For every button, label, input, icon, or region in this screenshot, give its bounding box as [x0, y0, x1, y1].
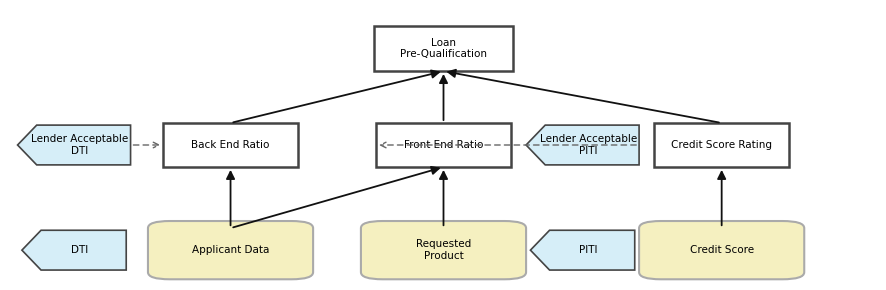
Text: Credit Score: Credit Score — [688, 245, 753, 255]
FancyBboxPatch shape — [163, 123, 298, 167]
Text: PITI: PITI — [579, 245, 597, 255]
Text: Requested
Product: Requested Product — [416, 239, 470, 261]
FancyBboxPatch shape — [374, 26, 512, 71]
Polygon shape — [525, 125, 638, 165]
Text: Applicant Data: Applicant Data — [191, 245, 269, 255]
Text: Back End Ratio: Back End Ratio — [191, 140, 269, 150]
Polygon shape — [530, 230, 634, 270]
Text: DTI: DTI — [71, 245, 89, 255]
FancyBboxPatch shape — [654, 123, 789, 167]
Polygon shape — [22, 230, 126, 270]
Text: Loan
Pre-Qualification: Loan Pre-Qualification — [400, 38, 486, 59]
Polygon shape — [18, 125, 130, 165]
FancyBboxPatch shape — [638, 221, 804, 279]
Text: Lender Acceptable
PITI: Lender Acceptable PITI — [539, 134, 636, 156]
Text: Lender Acceptable
DTI: Lender Acceptable DTI — [31, 134, 128, 156]
FancyBboxPatch shape — [376, 123, 510, 167]
FancyBboxPatch shape — [361, 221, 525, 279]
Text: Credit Score Rating: Credit Score Rating — [671, 140, 772, 150]
Text: Front End Ratio: Front End Ratio — [403, 140, 483, 150]
FancyBboxPatch shape — [148, 221, 313, 279]
